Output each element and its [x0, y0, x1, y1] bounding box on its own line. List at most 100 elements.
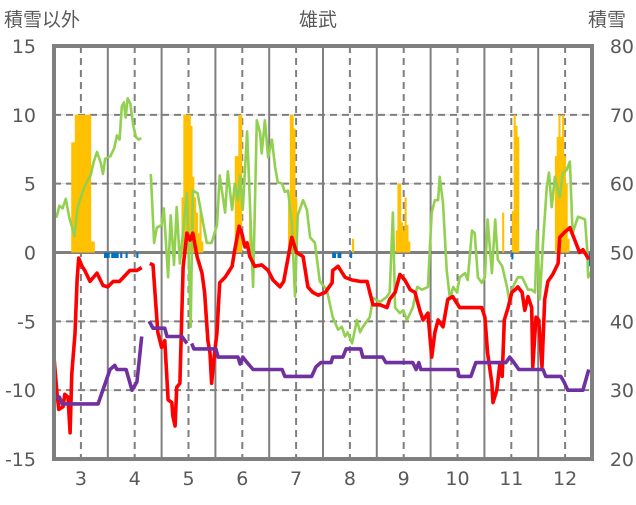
y2-tick-label: 20: [610, 449, 634, 471]
y2-tick-label: 60: [610, 174, 634, 196]
snow-bar: [402, 230, 405, 253]
snow-bar: [513, 114, 516, 253]
snow-bar: [71, 142, 74, 253]
snow-bar: [562, 114, 565, 253]
snow-bar: [395, 230, 398, 253]
y2-tick-label: 70: [610, 105, 634, 127]
negative-bar: [332, 252, 335, 259]
snow-bar: [195, 212, 198, 253]
snow-bar: [558, 114, 561, 253]
snow-bar: [197, 233, 200, 253]
plot-border: [52, 44, 594, 461]
series-line-red: [52, 256, 143, 435]
snow-bar: [511, 211, 514, 253]
snow-bar: [554, 156, 557, 253]
snow-bar: [289, 114, 292, 253]
snow-bar: [81, 114, 85, 253]
y-axis-label: 積雪以外: [4, 9, 80, 31]
negative-bar: [120, 252, 123, 259]
snow-bar: [288, 197, 291, 253]
y-tick-label: 5: [24, 174, 36, 196]
y2-tick-label: 30: [610, 380, 634, 402]
snow-bar: [74, 114, 77, 253]
snow-bar: [406, 224, 409, 253]
snow-bar: [502, 212, 505, 253]
negative-bar: [125, 252, 128, 259]
y2-tick-label: 80: [610, 36, 634, 58]
bars: [71, 114, 591, 267]
y-tick-label: -10: [5, 380, 36, 402]
snow-bar: [517, 136, 520, 253]
negative-bar: [588, 252, 591, 267]
negative-bar: [350, 252, 353, 259]
snow-bar: [78, 114, 81, 253]
snow-bar: [563, 156, 566, 253]
snow-bar: [186, 114, 189, 253]
snow-bar: [199, 211, 202, 253]
snow-bar: [352, 238, 355, 253]
x-tick-label: 6: [236, 468, 248, 490]
series-lines: [52, 97, 594, 435]
negative-bar: [107, 252, 110, 259]
series-line-red: [149, 224, 591, 428]
snow-bar: [194, 197, 197, 253]
snow-bar: [565, 183, 568, 253]
y2-axis-label: 積雪: [588, 9, 626, 31]
snow-bar: [90, 241, 94, 253]
negative-bar: [339, 252, 342, 259]
y2-tick-label: 40: [610, 311, 634, 333]
negative-bar: [136, 252, 139, 259]
negative-bar: [114, 252, 117, 259]
snow-bar: [183, 114, 186, 253]
y-tick-label: 15: [12, 36, 36, 58]
snow-bar: [567, 238, 570, 253]
snow-bar: [236, 156, 239, 253]
y-tick-label: -15: [5, 449, 36, 471]
snow-bar: [185, 114, 188, 253]
negative-bar: [511, 252, 514, 260]
snow-bar: [399, 183, 402, 253]
negative-bar: [111, 252, 114, 259]
snow-bar: [397, 183, 400, 253]
snow-bar: [408, 241, 411, 253]
series-line-green: [149, 119, 594, 345]
snow-bar: [80, 114, 83, 253]
snow-bar: [234, 156, 237, 253]
negative-bar: [116, 252, 119, 259]
series-line-purple: [147, 320, 189, 345]
snow-bar: [201, 241, 204, 253]
negative-bar: [337, 252, 340, 259]
snow-bar: [401, 222, 404, 253]
snow-bar: [87, 114, 90, 253]
snow-bar: [92, 241, 95, 253]
y2-tick-label: 50: [610, 243, 634, 265]
series-line-green: [52, 97, 142, 238]
x-tick-label: 7: [290, 468, 302, 490]
x-tick-label: 8: [344, 468, 356, 490]
snow-bar: [293, 128, 296, 253]
chart-title: 雄武: [299, 9, 337, 31]
negative-bar: [105, 252, 108, 259]
snow-bar: [515, 125, 518, 253]
snow-bar: [188, 114, 191, 253]
snow-bar: [73, 142, 76, 253]
x-tick-label: 12: [553, 468, 577, 490]
snow-bar: [404, 197, 407, 253]
x-tick-label: 10: [445, 468, 469, 490]
snow-bar: [89, 114, 92, 253]
x-tick-label: 9: [398, 468, 410, 490]
y-tick-label: 0: [24, 243, 36, 265]
y-tick-label: -5: [17, 311, 36, 333]
snow-bar: [190, 125, 193, 253]
snow-bar: [556, 136, 559, 253]
x-tick-label: 3: [75, 468, 87, 490]
series-line-purple: [190, 342, 591, 393]
series-line-purple: [54, 336, 144, 406]
negative-bar: [104, 252, 107, 259]
negative-bar: [113, 252, 116, 259]
x-tick-label: 11: [499, 468, 523, 490]
plot-frame: [52, 44, 594, 461]
x-tick-label: 4: [129, 468, 141, 490]
